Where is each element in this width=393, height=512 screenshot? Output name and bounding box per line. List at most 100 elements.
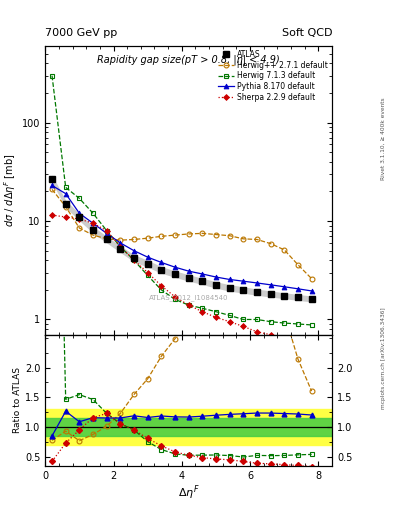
Sherpa 2.2.9 default (63, 214, 68, 220)
Text: 7000 GeV pp: 7000 GeV pp (45, 28, 118, 38)
ATLAS (255, 289, 259, 295)
Pythia 8.170 default (145, 254, 150, 260)
Herwig 7.1.3 default (132, 257, 136, 263)
Legend: ATLAS, Herwig++ 2.7.1 default, Herwig 7.1.3 default, Pythia 8.170 default, Sherp: ATLAS, Herwig++ 2.7.1 default, Herwig 7.… (216, 48, 330, 103)
Herwig++ 2.7.1 default (200, 230, 205, 237)
Sherpa 2.2.9 default (173, 294, 177, 300)
ATLAS (227, 285, 232, 291)
Sherpa 2.2.9 default (104, 227, 109, 233)
Pythia 8.170 default (104, 230, 109, 237)
ATLAS (118, 246, 123, 252)
Herwig++ 2.7.1 default (118, 237, 123, 243)
Herwig++ 2.7.1 default (255, 237, 259, 243)
Herwig++ 2.7.1 default (132, 237, 136, 243)
Herwig 7.1.3 default (145, 272, 150, 279)
Herwig 7.1.3 default (50, 73, 54, 79)
Pythia 8.170 default (255, 280, 259, 286)
Herwig 7.1.3 default (186, 302, 191, 308)
ATLAS (241, 287, 246, 293)
Herwig++ 2.7.1 default (309, 275, 314, 282)
Pythia 8.170 default (63, 190, 68, 197)
Herwig 7.1.3 default (173, 296, 177, 303)
Herwig 7.1.3 default (118, 244, 123, 250)
ATLAS (200, 278, 205, 284)
Herwig 7.1.3 default (282, 320, 286, 326)
ATLAS (214, 282, 219, 288)
Sherpa 2.2.9 default (186, 302, 191, 308)
ATLAS (50, 176, 54, 182)
Pythia 8.170 default (309, 288, 314, 294)
ATLAS (132, 255, 136, 261)
Herwig++ 2.7.1 default (296, 262, 300, 268)
Herwig++ 2.7.1 default (227, 232, 232, 239)
Herwig 7.1.3 default (255, 316, 259, 323)
Pythia 8.170 default (241, 278, 246, 284)
Herwig++ 2.7.1 default (186, 231, 191, 237)
Line: ATLAS: ATLAS (49, 176, 314, 302)
Sherpa 2.2.9 default (255, 329, 259, 335)
Sherpa 2.2.9 default (159, 283, 163, 289)
Line: Herwig++ 2.7.1 default: Herwig++ 2.7.1 default (50, 187, 314, 281)
Herwig++ 2.7.1 default (50, 186, 54, 193)
Sherpa 2.2.9 default (241, 324, 246, 330)
Herwig 7.1.3 default (214, 309, 219, 315)
Herwig 7.1.3 default (227, 312, 232, 318)
Herwig++ 2.7.1 default (63, 204, 68, 210)
Text: ATLAS_2012_I1084540: ATLAS_2012_I1084540 (149, 294, 228, 301)
Text: Rivet 3.1.10, ≥ 400k events: Rivet 3.1.10, ≥ 400k events (381, 97, 386, 180)
Herwig++ 2.7.1 default (173, 232, 177, 238)
Pythia 8.170 default (186, 268, 191, 274)
Sherpa 2.2.9 default (268, 332, 273, 338)
Sherpa 2.2.9 default (91, 220, 95, 226)
Sherpa 2.2.9 default (214, 314, 219, 321)
Bar (45, 418, 332, 436)
ATLAS (173, 271, 177, 277)
Pythia 8.170 default (214, 274, 219, 280)
Herwig 7.1.3 default (241, 316, 246, 323)
Text: Rapidity gap size(pT > 0.8, |η| < 4.9): Rapidity gap size(pT > 0.8, |η| < 4.9) (97, 55, 280, 65)
X-axis label: $\Delta\eta^F$: $\Delta\eta^F$ (178, 483, 200, 502)
Sherpa 2.2.9 default (296, 338, 300, 345)
Pythia 8.170 default (77, 210, 82, 217)
Herwig 7.1.3 default (63, 184, 68, 190)
Line: Sherpa 2.2.9 default: Sherpa 2.2.9 default (50, 213, 314, 347)
Herwig 7.1.3 default (296, 321, 300, 327)
Pythia 8.170 default (296, 286, 300, 292)
Herwig 7.1.3 default (104, 227, 109, 233)
ATLAS (296, 294, 300, 301)
Herwig++ 2.7.1 default (145, 235, 150, 241)
Herwig 7.1.3 default (268, 318, 273, 325)
Herwig 7.1.3 default (91, 210, 95, 217)
Sherpa 2.2.9 default (282, 335, 286, 341)
ATLAS (104, 237, 109, 243)
Pythia 8.170 default (200, 271, 205, 277)
Y-axis label: $d\sigma\ /\ d\Delta\eta^F\ \mathrm{[mb]}$: $d\sigma\ /\ d\Delta\eta^F\ \mathrm{[mb]… (2, 154, 18, 227)
Sherpa 2.2.9 default (77, 216, 82, 222)
Line: Herwig 7.1.3 default: Herwig 7.1.3 default (50, 73, 314, 327)
ATLAS (309, 296, 314, 302)
Pythia 8.170 default (173, 264, 177, 270)
ATLAS (63, 201, 68, 207)
Line: Pythia 8.170 default: Pythia 8.170 default (50, 183, 314, 293)
Pythia 8.170 default (282, 284, 286, 290)
Herwig++ 2.7.1 default (282, 247, 286, 253)
Herwig 7.1.3 default (309, 322, 314, 328)
Herwig 7.1.3 default (159, 287, 163, 293)
Bar (45, 409, 332, 445)
Pythia 8.170 default (91, 220, 95, 226)
Sherpa 2.2.9 default (132, 257, 136, 263)
Sherpa 2.2.9 default (227, 318, 232, 325)
Pythia 8.170 default (118, 240, 123, 246)
Herwig++ 2.7.1 default (77, 225, 82, 231)
Herwig++ 2.7.1 default (241, 236, 246, 242)
Pythia 8.170 default (50, 182, 54, 188)
Pythia 8.170 default (132, 248, 136, 254)
ATLAS (186, 275, 191, 281)
ATLAS (91, 226, 95, 232)
Text: mcplots.cern.ch [arXiv:1306.3436]: mcplots.cern.ch [arXiv:1306.3436] (381, 308, 386, 409)
Herwig 7.1.3 default (77, 195, 82, 201)
ATLAS (145, 261, 150, 267)
Pythia 8.170 default (227, 276, 232, 283)
Herwig++ 2.7.1 default (104, 236, 109, 242)
Pythia 8.170 default (268, 282, 273, 288)
